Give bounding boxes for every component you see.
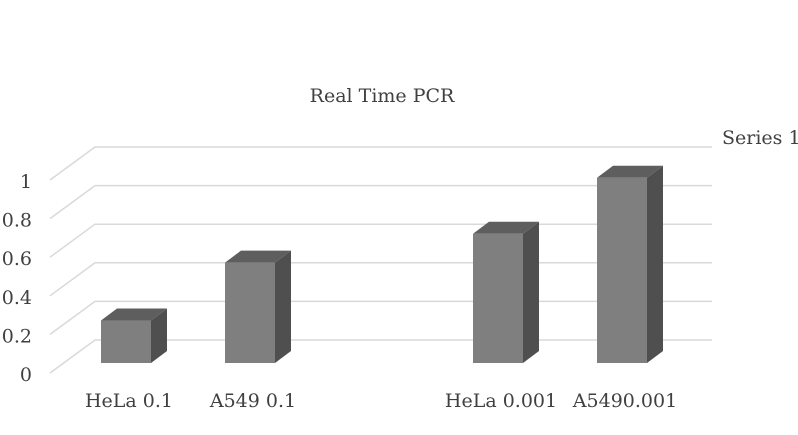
bar <box>101 320 151 363</box>
bar-top <box>597 165 663 178</box>
x-tick-label: HeLa 0.001 <box>445 390 557 412</box>
bar <box>473 233 523 363</box>
x-tick-label: A5490.001 <box>572 390 677 412</box>
bar-side <box>151 308 167 363</box>
chart-title: Real Time PCR <box>310 85 455 107</box>
bar-top <box>473 221 539 234</box>
y-tick-label: 0 <box>20 364 32 386</box>
x-tick-label: HeLa 0.1 <box>85 390 173 412</box>
bar-side <box>275 250 291 363</box>
bar <box>597 177 647 363</box>
y-tick-label: 1 <box>20 171 32 193</box>
grid-line <box>49 184 712 220</box>
legend-entry: Series 1 <box>722 127 798 149</box>
x-tick-label: A549 0.1 <box>209 390 296 412</box>
y-tick-label: 0.6 <box>2 248 32 270</box>
bar-side <box>647 165 663 363</box>
y-tick-label: 0.2 <box>2 325 32 347</box>
bar-top <box>101 308 167 321</box>
y-tick-label: 0.8 <box>2 210 32 232</box>
bar-top <box>225 250 291 263</box>
grid-line <box>49 146 712 181</box>
y-tick-label: 0.4 <box>2 287 32 309</box>
bar-side <box>523 221 539 363</box>
bar <box>225 262 275 363</box>
